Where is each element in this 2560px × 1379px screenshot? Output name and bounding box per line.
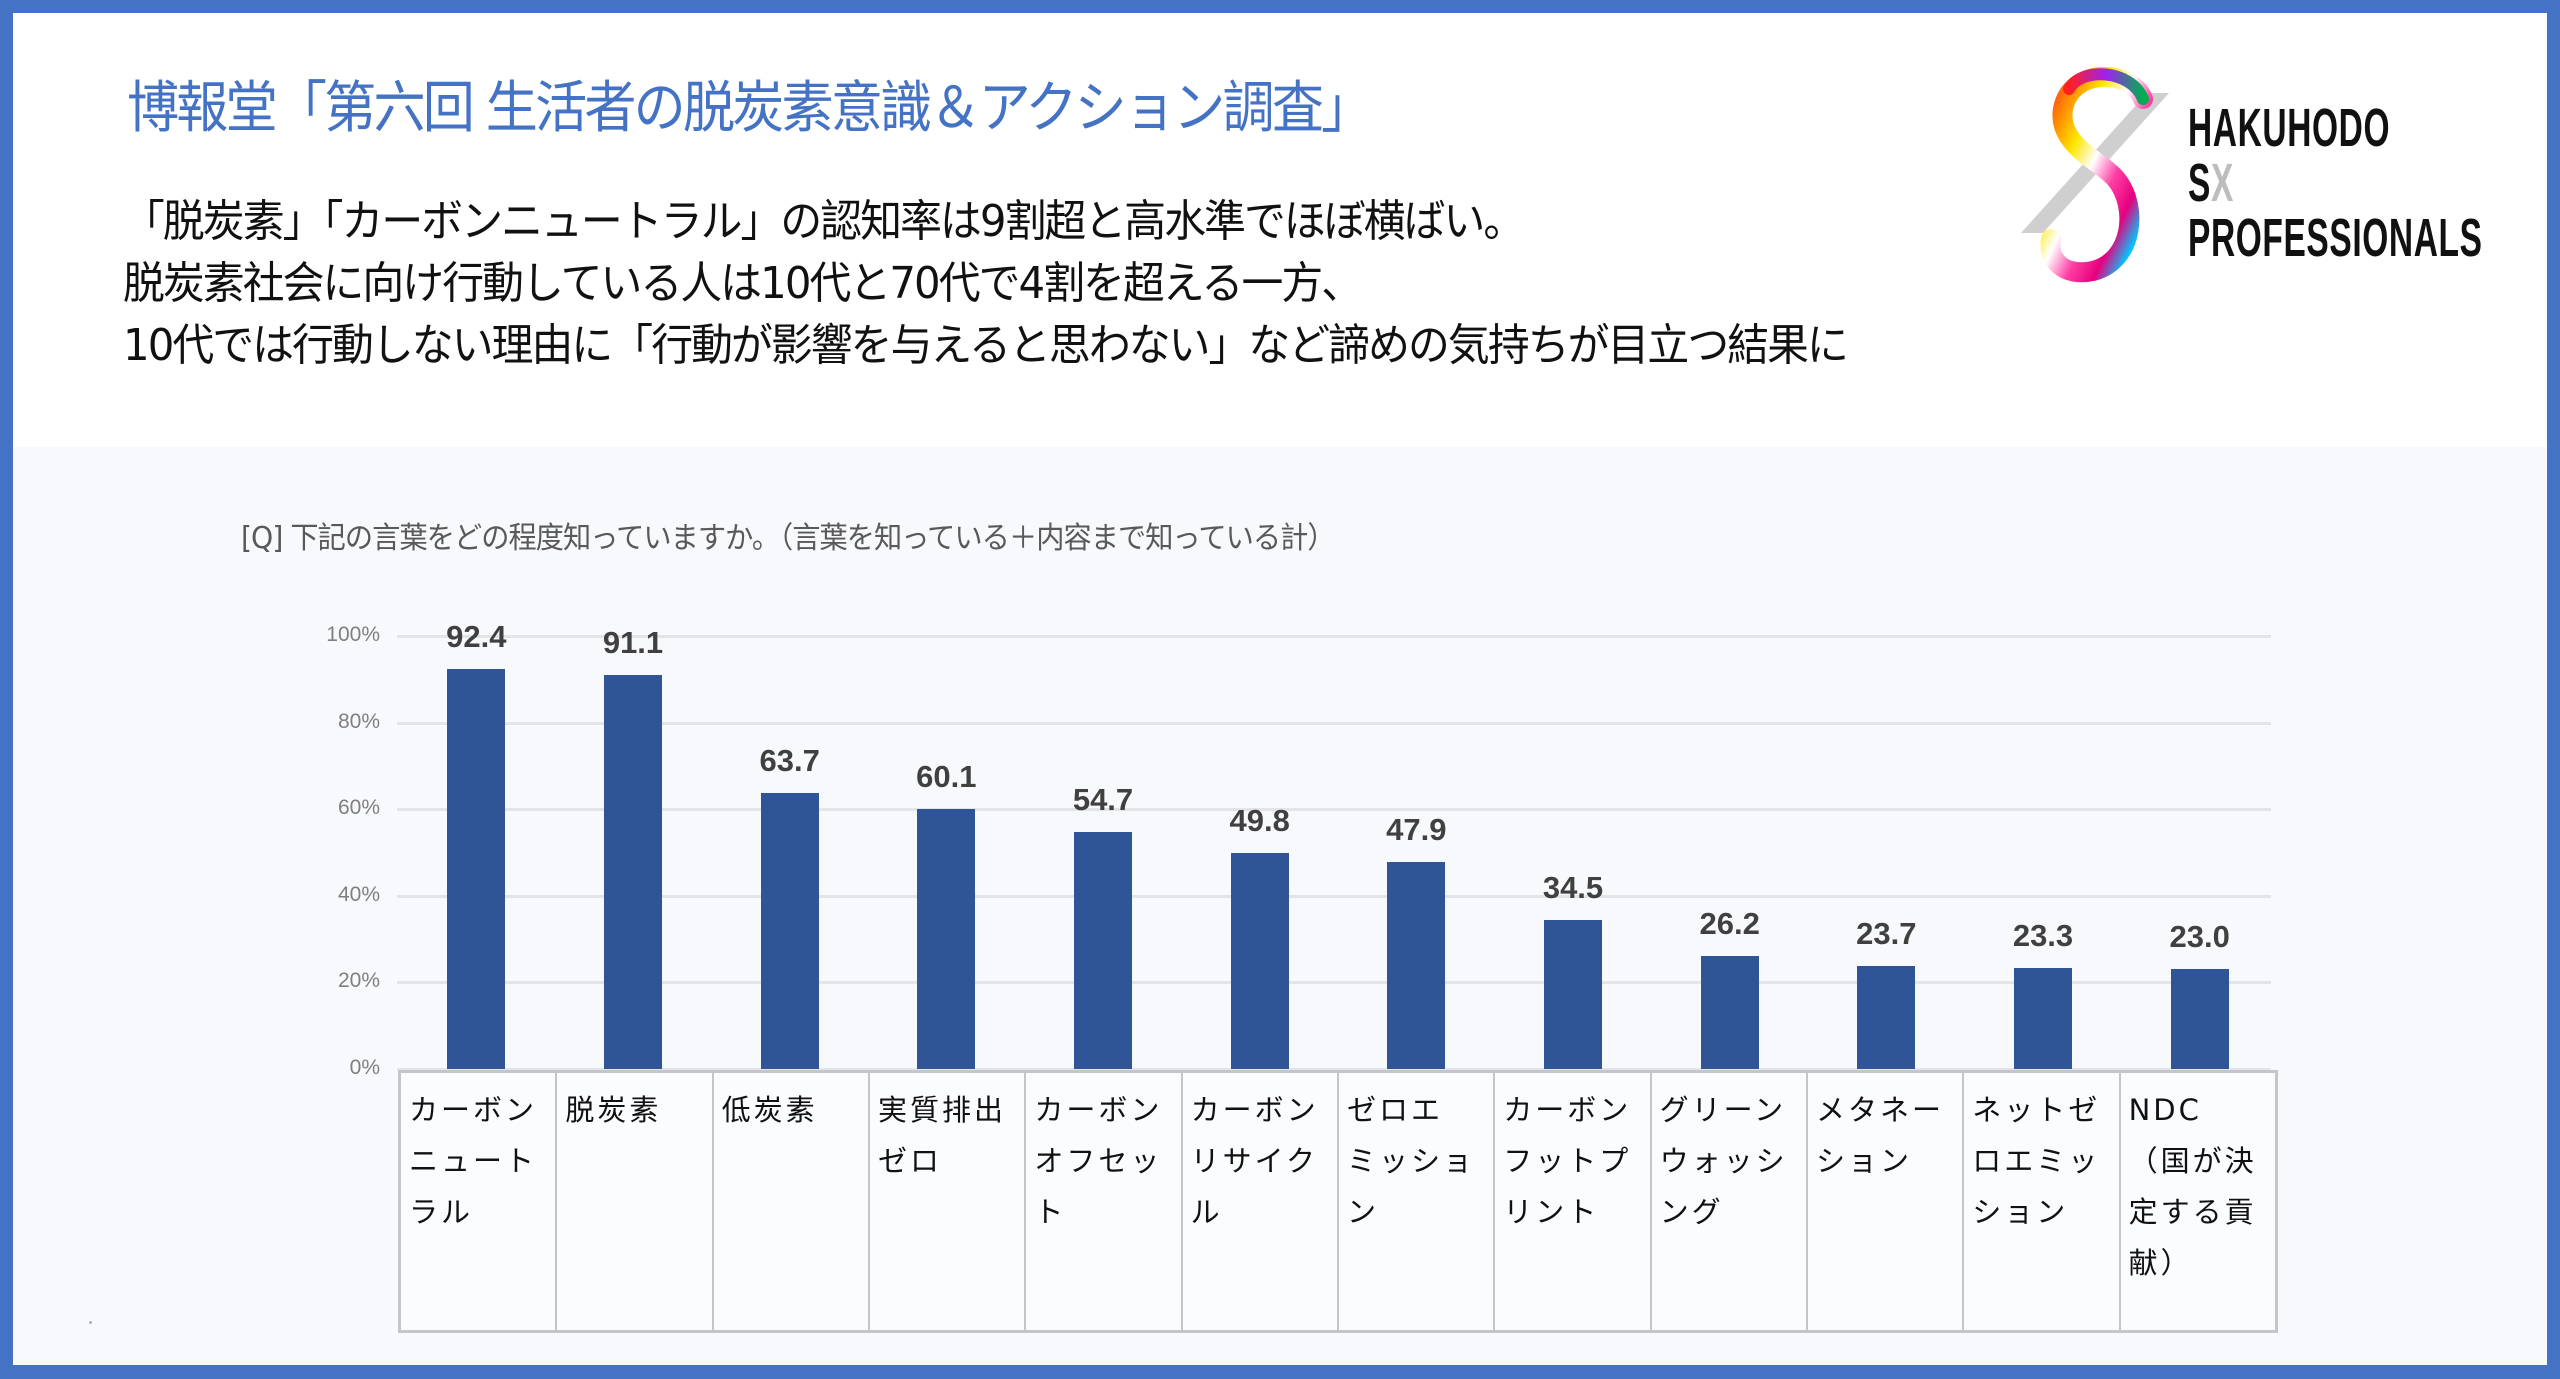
page-title: 博報堂「第六回 生活者の脱炭素意識＆アクション調査」 — [127, 76, 1373, 141]
bar — [1230, 853, 1289, 1069]
infinity-eight-rainbow-icon — [2021, 67, 2169, 283]
bar — [447, 668, 506, 1069]
bar — [1857, 966, 1916, 1069]
y-axis-tick-label: 0% — [349, 1056, 380, 1079]
category-label: ゼロエ ミッショ ン — [1339, 1073, 1496, 1330]
hakuhodo-sx-logo: HAKUHODO SX PROFESSIONALS — [2021, 61, 2521, 291]
logo-wordmark: HAKUHODO SX PROFESSIONALS — [2188, 101, 2483, 266]
lead-line-2: 脱炭素社会に向け行動している人は10代と70代で4割を超える一方、 — [123, 258, 1363, 309]
bar — [1074, 832, 1132, 1069]
chart-question-title: [Q] 下記の言葉をどの程度知っていますか。（言葉を知っている＋内容まで知ってい… — [241, 521, 1336, 556]
gridline — [397, 894, 2271, 898]
logo-x: X — [2210, 153, 2234, 213]
gridline — [397, 635, 2271, 638]
category-label: NDC （国が決 定する貢 献） — [2128, 1093, 2257, 1280]
y-axis-tick-label: 20% — [337, 969, 380, 993]
gridline — [397, 1068, 2271, 1071]
bar-value-label: 63.7 — [759, 743, 820, 779]
lead-line-3: 10代では行動しない理由に「行動が影響を与えると思わない」など諦めの気持ちが目立… — [123, 320, 1849, 371]
lead-line-1: 「脱炭素」「カーボンニュートラル」の認知率は9割超と高水準でほぼ横ばい。 — [123, 196, 1525, 247]
bar — [1700, 955, 1759, 1069]
category-label: カーボン リサイク ル — [1183, 1073, 1339, 1330]
category-label: カーボン ニュート ラル — [401, 1073, 558, 1330]
gridline — [397, 981, 2271, 985]
category-label-table: カーボン ニュート ラル 脱炭素 低炭素 実質排出 ゼロ カーボン オフセッ トカーボン… — [398, 1070, 2278, 1333]
category-label: カーボン フットプ リント — [1495, 1073, 1652, 1330]
decorative-dot — [89, 1321, 92, 1324]
bar-value-label: 34.5 — [1542, 869, 1604, 905]
bar-value-label: 23.3 — [2012, 918, 2074, 954]
logo-line-3: PROFESSIONALS — [2188, 208, 2483, 268]
bar-value-label: 23.7 — [1856, 916, 1917, 952]
bar-value-label: 23.0 — [2169, 919, 2230, 955]
bar-value-label: 91.1 — [602, 624, 664, 660]
category-label: 実質排出 ゼロ — [870, 1073, 1027, 1330]
lead-text: 「脱炭素」「カーボンニュートラル」の認知率は9割超と高水準でほぼ横ばい。 脱炭素… — [123, 191, 1849, 377]
category-label: カーボン オフセッ ト — [1026, 1073, 1183, 1330]
category-label: 脱炭素 — [557, 1073, 714, 1330]
slide-frame: 博報堂「第六回 生活者の脱炭素意識＆アクション調査」 「脱炭素」「カーボンニュー… — [13, 13, 2547, 1365]
bar — [1387, 861, 1446, 1069]
bar-value-label: 47.9 — [1386, 811, 1447, 847]
bar — [760, 793, 819, 1069]
bar-value-label: 60.1 — [916, 758, 977, 794]
y-axis-tick-label: 100% — [326, 623, 380, 646]
bar-value-label: 49.8 — [1229, 803, 1290, 839]
y-axis-tick-label: 60% — [337, 796, 380, 820]
logo-line-2: SX — [2188, 156, 2483, 211]
bar-value-label: 92.4 — [446, 618, 507, 654]
logo-line-1: HAKUHODO — [2188, 98, 2391, 158]
bar-value-label: 26.2 — [1699, 905, 1760, 941]
bar — [604, 674, 662, 1069]
category-label: メタネー ション — [1808, 1073, 1965, 1330]
gridline — [397, 808, 2271, 812]
logo-s: S — [2188, 153, 2211, 213]
bar — [917, 808, 976, 1069]
bar — [2170, 969, 2229, 1069]
bar — [2014, 968, 2072, 1069]
category-label: 低炭素 — [714, 1073, 870, 1330]
y-axis-tick-label: 40% — [337, 882, 380, 906]
y-axis-tick-label: 80% — [337, 709, 380, 733]
bar-value-label: 54.7 — [1072, 782, 1134, 818]
bar-chart: 0% 20% 40% 60% 80% 100% 92.4 91.1 63.7 60.1 54.7 49… — [13, 13, 2547, 1365]
category-label: グリーン ウォッシ ング — [1652, 1073, 1808, 1330]
category-label: ネットゼ ロエミッ ション — [1964, 1073, 2121, 1330]
bar — [1544, 919, 1602, 1069]
gridline — [397, 721, 2271, 725]
